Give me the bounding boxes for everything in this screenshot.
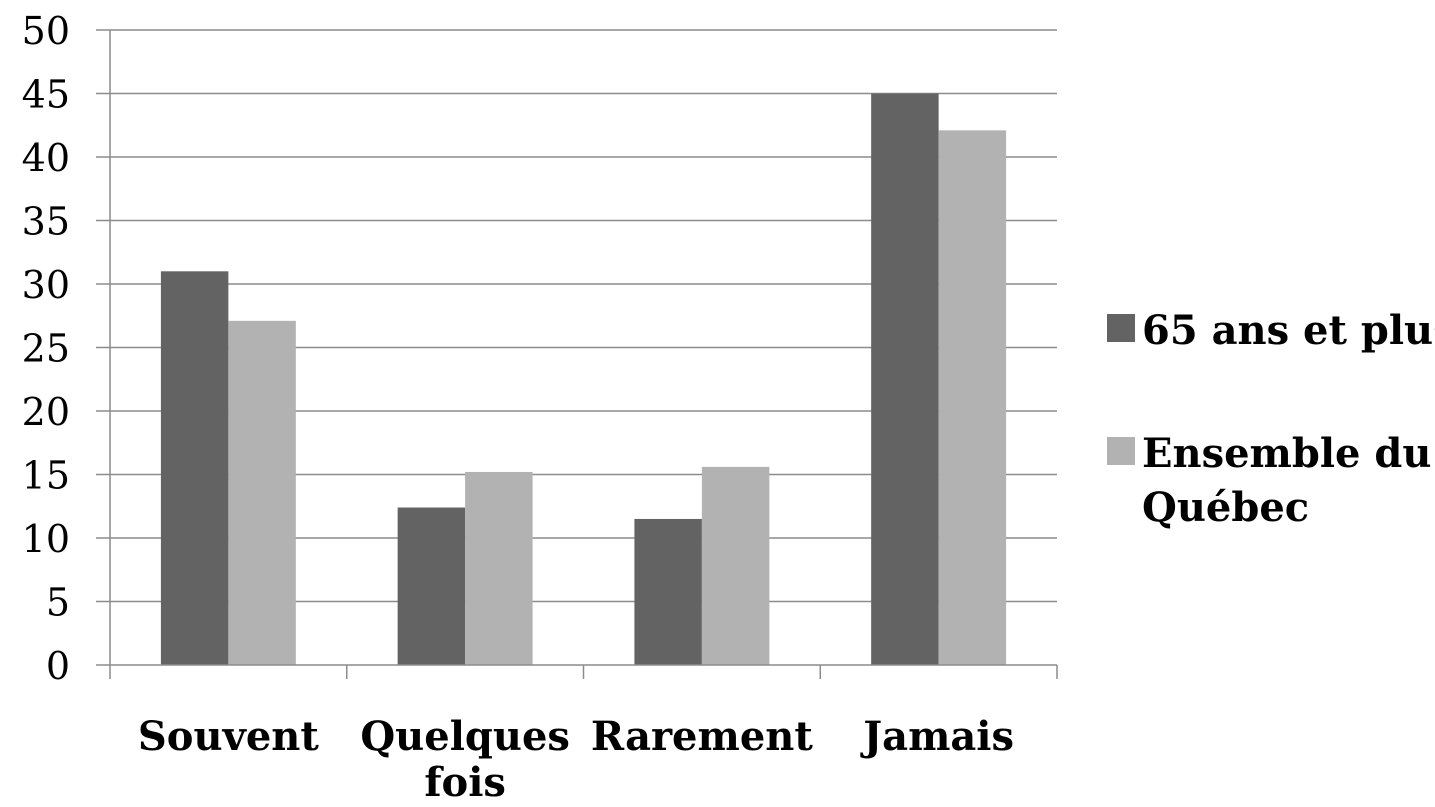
y-axis-tick-labels: 0 5 10 15 20 25 30 35 40 45 50 <box>22 9 70 688</box>
y-tick-label: 25 <box>22 327 70 371</box>
y-tick-label: 5 <box>46 581 70 625</box>
bar <box>938 130 1007 665</box>
x-category-label: Rarement <box>591 713 813 760</box>
bar <box>397 507 466 665</box>
y-tick-label: 10 <box>22 517 70 561</box>
bars <box>160 93 1007 665</box>
y-tick-label: 0 <box>46 644 70 688</box>
legend: 65 ans et plus Ensemble du Québec <box>1107 307 1435 531</box>
bar <box>871 93 939 665</box>
bar <box>701 466 770 665</box>
legend-label: Québec <box>1142 484 1309 531</box>
y-tick-label: 50 <box>22 9 70 53</box>
y-tick-label: 35 <box>22 200 70 244</box>
y-tick-label: 30 <box>22 263 70 307</box>
y-tick-label: 40 <box>22 136 70 180</box>
bar <box>634 518 702 665</box>
y-tick-label: 20 <box>22 390 70 434</box>
legend-label: 65 ans et plus <box>1142 307 1435 354</box>
bar <box>228 320 296 665</box>
y-tick-label: 45 <box>22 73 70 117</box>
x-category-label: fois <box>424 759 506 806</box>
bar <box>160 271 229 665</box>
legend-label: Ensemble du <box>1142 430 1431 477</box>
legend-swatch <box>1107 314 1135 342</box>
x-category-label: Quelques <box>360 713 570 760</box>
x-category-label: Jamais <box>860 713 1014 760</box>
axes <box>96 29 1058 679</box>
x-category-label: Souvent <box>138 713 319 760</box>
y-tick-label: 15 <box>22 454 70 498</box>
bar <box>465 471 533 665</box>
legend-swatch <box>1107 437 1135 465</box>
